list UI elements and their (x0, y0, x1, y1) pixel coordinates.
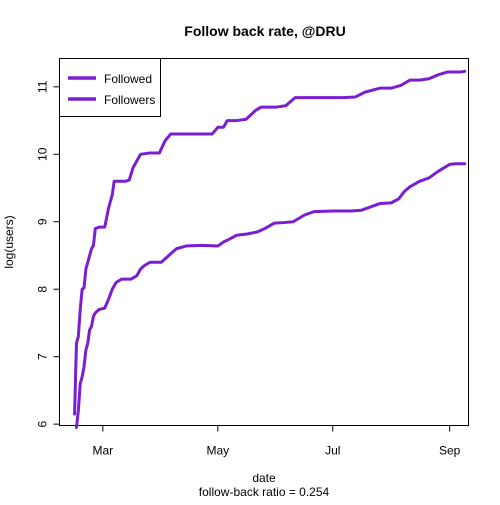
y-axis-label: log(users) (2, 215, 16, 268)
legend: Followed Followers (59, 58, 161, 117)
y-tick-label: 8 (36, 286, 50, 293)
x-tick-label: Mar (93, 444, 114, 458)
y-tick-label: 7 (36, 353, 50, 360)
y-tick-label: 6 (36, 420, 50, 427)
chart-subtitle: follow-back ratio = 0.254 (199, 485, 330, 499)
legend-label-followed: Followed (104, 72, 152, 86)
y-tick-label: 10 (36, 147, 50, 161)
plot-frame (59, 58, 469, 426)
x-tick-label: May (206, 444, 229, 458)
legend-label-followers: Followers (104, 93, 155, 107)
chart-title: Follow back rate, @DRU (184, 23, 345, 39)
series-line-followers (74, 162, 467, 430)
x-axis: Mar May Jul Sep (93, 425, 461, 458)
y-tick-label: 11 (36, 80, 50, 93)
y-tick-label: 9 (36, 218, 50, 225)
y-axis: 6 7 8 9 10 11 (36, 80, 60, 427)
legend-box (59, 58, 161, 117)
x-tick-label: Sep (439, 444, 461, 458)
x-tick-label: Jul (325, 444, 340, 458)
series-line-followed (73, 69, 467, 416)
x-axis-label: date (252, 471, 276, 485)
series-layer (73, 69, 467, 430)
